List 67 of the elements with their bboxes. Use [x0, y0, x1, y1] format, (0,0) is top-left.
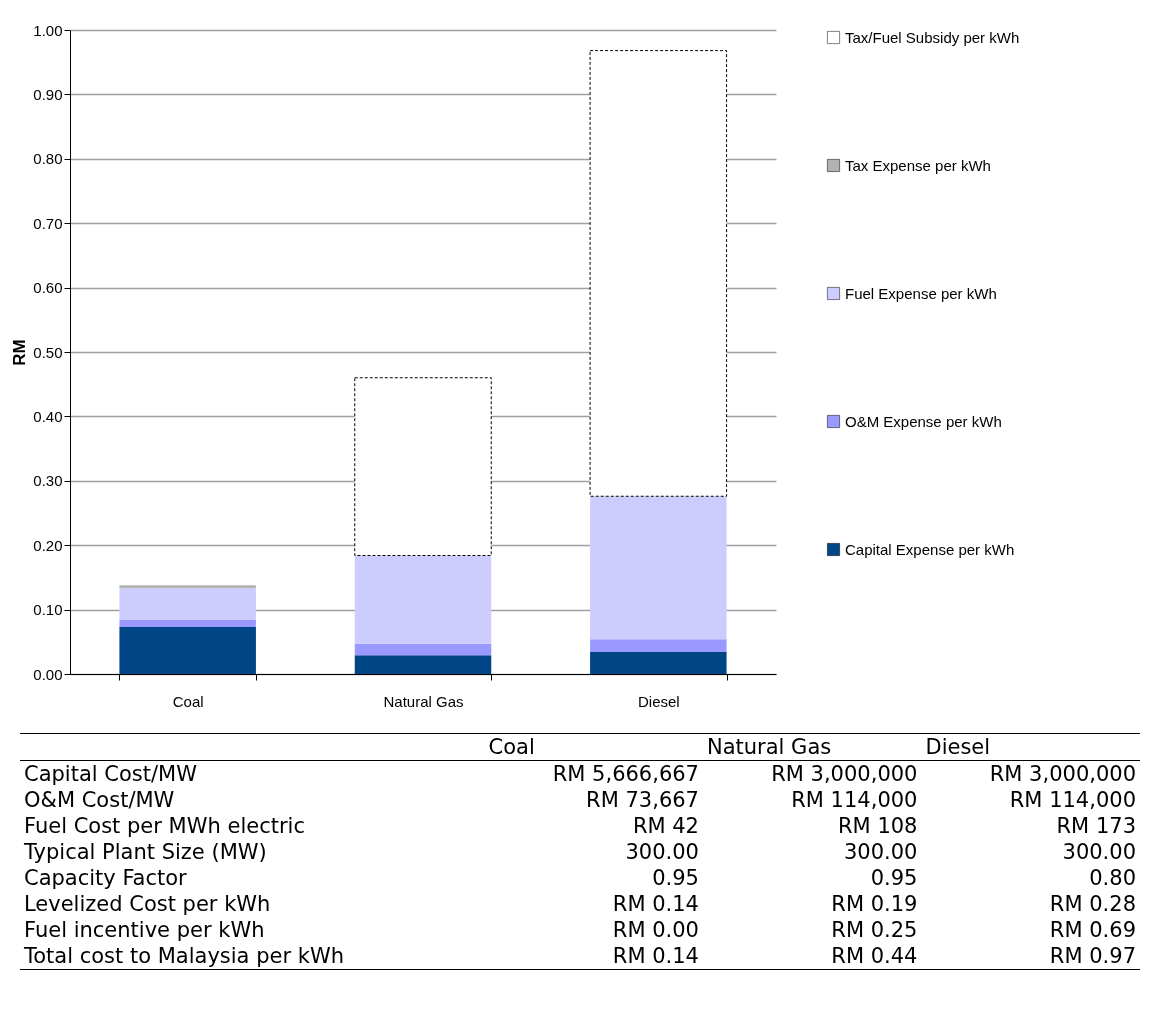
category-label: Diesel	[921, 733, 1140, 761]
x-tick-label: Diesel	[637, 692, 680, 710]
text: RM 3,000,000	[771, 762, 918, 786]
text: RM 0.69	[1049, 918, 1136, 942]
bar	[354, 555, 492, 644]
text: RM 0.97	[1049, 944, 1136, 968]
category-label: Fuel incentive per kWh	[24, 918, 265, 942]
text: RM 0.00	[612, 918, 699, 942]
bar	[119, 588, 256, 620]
category-label: Capital Cost/MW	[24, 762, 197, 786]
text: RM 0.25	[831, 918, 918, 942]
bar	[590, 639, 727, 653]
bar	[119, 619, 256, 627]
y-axis-title: RM	[10, 339, 30, 366]
legend-label: Tax Expense per kWh	[845, 156, 991, 174]
x-tick-label: Natural Gas	[383, 692, 464, 710]
legend-label: O&M Expense per kWh	[845, 412, 1002, 430]
text: RM 5,666,667	[552, 762, 699, 786]
text: RM 0.19	[831, 892, 918, 916]
y-tick-label: 0.80	[33, 150, 63, 168]
category-label: Levelized Cost per kWh	[24, 892, 271, 916]
category-label: Natural Gas	[702, 733, 922, 761]
category-label: O&M Cost/MW	[24, 788, 175, 812]
text: 0.95	[870, 866, 918, 890]
legend-label: Tax/Fuel Subsidy per kWh	[845, 28, 1020, 46]
y-tick-label: 0.90	[33, 85, 63, 103]
text: 300.00	[1062, 840, 1136, 864]
text: RM 114,000	[1009, 788, 1136, 812]
text: 0.95	[652, 866, 699, 890]
bar	[119, 585, 256, 589]
bar	[119, 626, 256, 674]
y-tick-label: 0.30	[33, 472, 63, 490]
y-tick-label: 0.00	[33, 665, 63, 683]
y-tick-label: 0.60	[33, 279, 63, 297]
y-tick-label: 0.70	[33, 214, 63, 232]
text: 300.00	[625, 840, 699, 864]
y-tick-label: 0.10	[33, 601, 63, 619]
bar	[354, 643, 492, 656]
category-label: Capacity Factor	[24, 866, 187, 890]
bar	[589, 50, 728, 497]
bar	[354, 377, 492, 556]
category-label: Fuel Cost per MWh electric	[24, 814, 305, 838]
text: RM 73,667	[586, 788, 699, 812]
text: RM 173	[1056, 814, 1136, 838]
text: RM 108	[838, 814, 918, 838]
bar	[354, 655, 492, 674]
legend-label: Capital Expense per kWh	[845, 540, 1015, 558]
text: RM 114,000	[791, 788, 918, 812]
bar	[590, 496, 727, 640]
y-tick-label: 0.20	[33, 536, 63, 554]
text: 300.00	[843, 840, 918, 864]
y-tick-label: 1.00	[33, 21, 63, 39]
y-tick-label: 0.40	[33, 407, 63, 425]
text: RM 0.14	[612, 944, 699, 968]
text: RM 42	[632, 814, 699, 838]
text: RM 3,000,000	[989, 762, 1136, 786]
y-tick-label: 0.50	[33, 343, 63, 361]
category-label: Coal	[484, 733, 703, 761]
x-tick-label: Coal	[172, 692, 204, 710]
text: RM 0.44	[831, 944, 918, 968]
bar	[590, 652, 727, 674]
category-label: Typical Plant Size (MW)	[24, 840, 267, 864]
legend-label: Fuel Expense per kWh	[845, 284, 997, 302]
category-label: Total cost to Malaysia per kWh	[24, 944, 344, 968]
text: RM 0.14	[612, 892, 699, 916]
text: 0.80	[1089, 866, 1136, 890]
text: RM 0.28	[1049, 892, 1136, 916]
